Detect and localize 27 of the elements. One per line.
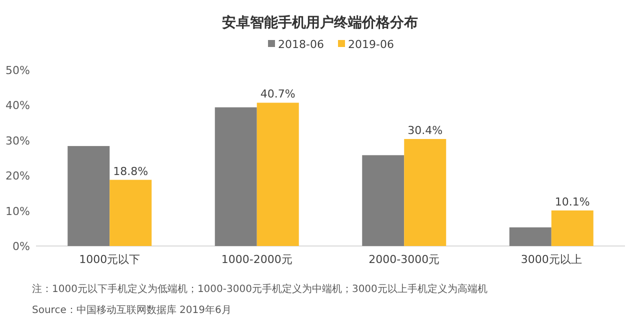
y-tick-label: 40%	[6, 99, 30, 112]
legend-label: 2018-06	[278, 38, 324, 51]
legend-label: 2019-06	[348, 38, 394, 51]
bar	[362, 155, 404, 246]
y-tick-label: 20%	[6, 170, 30, 183]
y-tick-label: 30%	[6, 134, 30, 148]
x-tick-label: 1000-2000元	[221, 253, 292, 266]
x-tick-label: 2000-3000元	[368, 253, 440, 266]
bar	[509, 227, 552, 246]
source-note: Source：中国移动互联网数据库 2019年6月	[32, 304, 232, 316]
bar	[214, 107, 257, 246]
bar	[256, 102, 299, 246]
x-tick-label: 1000元以下	[79, 253, 140, 266]
data-label: 30.4%	[408, 124, 443, 137]
x-tick-label: 3000元以上	[520, 253, 582, 266]
y-tick-label: 10%	[6, 204, 30, 218]
bar	[551, 210, 594, 246]
bar	[110, 180, 152, 246]
y-tick-label: 50%	[6, 64, 30, 77]
chart-title: 安卓智能手机用户终端价格分布	[222, 14, 418, 31]
data-label: 10.1%	[554, 195, 590, 208]
y-tick-label: 0%	[12, 240, 30, 253]
data-label: 40.7%	[260, 88, 296, 101]
text: 注：1000元以下手机定义为低端机；1000-3000元手机定义为中端机；3000元以上手机定义为高端机	[32, 283, 488, 295]
bar	[404, 138, 446, 246]
data-label: 18.8%	[113, 164, 148, 178]
bar	[68, 146, 110, 246]
